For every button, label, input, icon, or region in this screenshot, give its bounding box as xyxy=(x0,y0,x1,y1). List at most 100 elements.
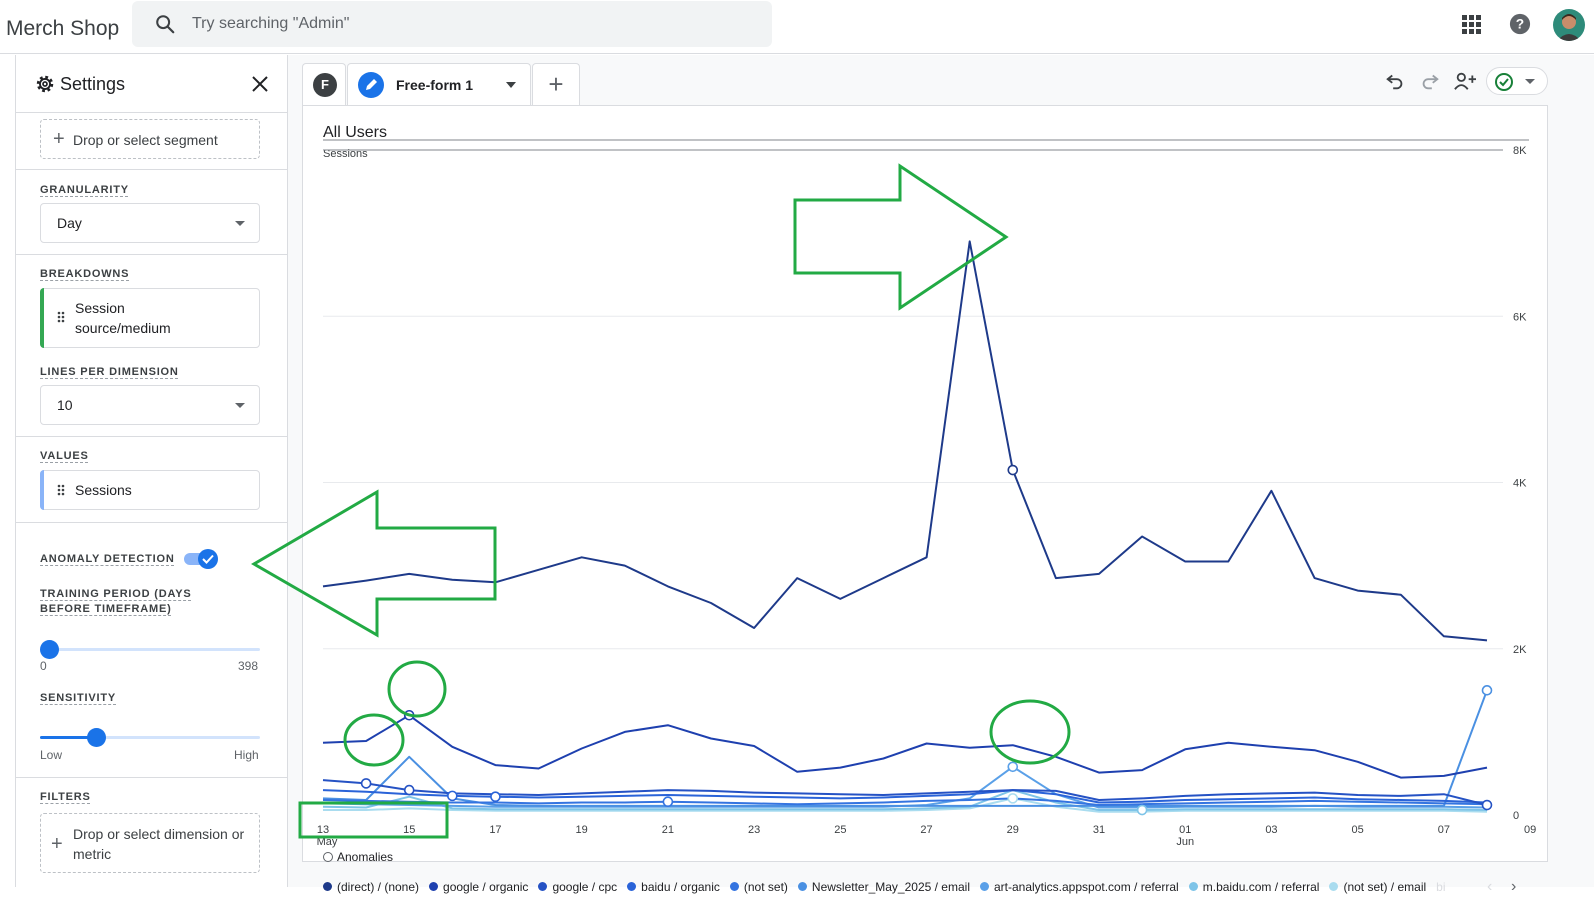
x-tick-label: 27 xyxy=(920,824,932,836)
anomaly-point xyxy=(403,709,415,721)
divider xyxy=(16,522,288,523)
tab-format[interactable]: F xyxy=(302,63,346,105)
anomaly-detection-toggle[interactable] xyxy=(184,549,220,569)
legend-label: baidu / organic xyxy=(641,880,720,894)
legend-item[interactable]: (not set) / email xyxy=(1329,880,1426,894)
y-tick-label: 6K xyxy=(1513,311,1527,323)
x-tick-label: 05 xyxy=(1352,824,1364,836)
legend-next-icon[interactable]: › xyxy=(1511,878,1517,895)
values-label: VALUES xyxy=(40,450,89,462)
chart-card: All Users Sessions 0 2K 4K 6K 8K 13 May 15 17 19 2… xyxy=(302,105,1549,895)
y-tick-label: 0 xyxy=(1513,810,1519,822)
values-chip[interactable]: Sessions xyxy=(40,470,260,510)
redo-icon[interactable] xyxy=(1419,70,1441,92)
breakdown-chip[interactable]: Session source/medium xyxy=(40,288,260,348)
close-icon[interactable] xyxy=(250,74,270,94)
sensitivity-low: Low xyxy=(40,748,63,762)
sensitivity-slider[interactable] xyxy=(40,727,260,747)
legend-label: m.baidu.com / referral xyxy=(1202,880,1320,894)
legend-prev-icon[interactable]: ‹ xyxy=(1487,878,1493,895)
legend-item[interactable]: baidu / organic xyxy=(627,880,720,894)
search-icon xyxy=(156,15,175,34)
slider-thumb[interactable] xyxy=(40,640,59,659)
search-bar[interactable] xyxy=(132,1,772,47)
y-tick-label: 4K xyxy=(1513,478,1527,490)
series-line xyxy=(322,779,1488,806)
anomaly-point xyxy=(1007,761,1019,773)
legend-label: google / organic xyxy=(443,880,529,894)
slider-fill xyxy=(40,736,98,739)
legend-item[interactable]: google / organic xyxy=(429,880,528,894)
slider-rail xyxy=(40,736,260,739)
series-line xyxy=(322,797,1488,806)
legend-item[interactable]: m.baidu.com / referral xyxy=(1188,880,1320,894)
x-tick-label: 29 xyxy=(1007,824,1019,836)
y-tick-label: 8K xyxy=(1513,145,1527,157)
drag-handle-icon[interactable] xyxy=(57,311,65,323)
sensitivity-high: High xyxy=(234,748,259,762)
chevron-down-icon[interactable] xyxy=(506,82,516,88)
settings-header: Settings xyxy=(16,55,288,113)
chart-title: All Users xyxy=(323,124,388,141)
chip-accent-bar xyxy=(40,288,44,348)
chevron-down-icon xyxy=(235,403,245,408)
add-tab-button[interactable]: + xyxy=(532,63,580,105)
legend-label: (direct) / (none) xyxy=(337,880,420,894)
legend-label-truncated: bi xyxy=(1436,880,1446,894)
training-period-label: TRAINING PERIOD (DAYS BEFORE TIMEFRAME) xyxy=(40,588,192,615)
training-max: 398 xyxy=(238,659,259,673)
legend-label: google / cpc xyxy=(552,880,618,894)
tab-free-form[interactable]: Free-form 1 xyxy=(347,63,531,105)
lines-per-dimension-select[interactable]: 10 xyxy=(40,385,260,425)
segment-drop-zone[interactable]: + Drop or select segment xyxy=(40,119,260,159)
legend-item[interactable]: Newsletter_May_2025 / email xyxy=(797,880,970,894)
slider-thumb[interactable] xyxy=(87,728,107,747)
filter-drop-zone[interactable]: + Drop or select dimension or metric xyxy=(40,813,260,873)
legend-item[interactable]: (not set) xyxy=(729,880,788,894)
legend-item[interactable]: (direct) / (none) xyxy=(323,880,419,894)
x-tick-label: 07 xyxy=(1438,824,1450,836)
training-period-slider[interactable] xyxy=(40,639,260,659)
x-tick-label: 17 xyxy=(489,824,501,836)
top-bar: Merch Shop ? xyxy=(0,0,1594,54)
legend-item[interactable]: art-analytics.appspot.com / referral xyxy=(979,880,1179,894)
help-icon[interactable]: ? xyxy=(1509,13,1531,35)
apps-grid-icon[interactable] xyxy=(1461,14,1481,34)
x-tick-label: 19 xyxy=(576,824,588,836)
values-value: Sessions xyxy=(75,482,132,498)
divider xyxy=(16,777,288,778)
share-users-icon[interactable] xyxy=(1452,70,1478,92)
granularity-select[interactable]: Day xyxy=(40,203,260,243)
undo-icon[interactable] xyxy=(1384,70,1406,92)
legend-item[interactable]: google / cpc xyxy=(538,880,617,894)
anomaly-point xyxy=(1007,793,1019,804)
x-tick-label: 15 xyxy=(403,824,415,836)
x-tick-label: 01 xyxy=(1179,824,1191,836)
legend-label: Newsletter_May_2025 / email xyxy=(811,880,970,894)
anomalies-legend: Anomalies xyxy=(323,850,393,864)
anomaly-point xyxy=(1007,464,1019,476)
property-name[interactable]: Merch Shop xyxy=(6,17,120,40)
x-tick-label: 21 xyxy=(662,824,674,836)
granularity-label: GRANULARITY xyxy=(40,184,129,196)
sensitivity-label: SENSITIVITY xyxy=(40,692,117,704)
save-status-button[interactable] xyxy=(1486,67,1548,95)
divider xyxy=(16,436,288,437)
legend-label: art-analytics.appspot.com / referral xyxy=(993,880,1179,894)
chart-metric-label: Sessions xyxy=(323,148,368,160)
x-tick-sublabel: May xyxy=(317,836,338,848)
check-icon xyxy=(202,554,214,564)
series-line xyxy=(323,797,1488,813)
x-tick-label: 13 xyxy=(317,824,329,836)
avatar[interactable] xyxy=(1553,9,1585,41)
gear-icon xyxy=(36,75,54,93)
search-input[interactable] xyxy=(192,10,752,38)
drag-handle-icon[interactable] xyxy=(57,484,65,496)
divider xyxy=(16,254,288,255)
x-tick-sublabel: Jun xyxy=(1176,836,1194,848)
anomaly-point xyxy=(403,784,415,796)
anomaly-detection-label: ANOMALY DETECTION xyxy=(40,553,175,565)
slider-rail xyxy=(40,648,260,651)
settings-title: Settings xyxy=(60,74,126,94)
